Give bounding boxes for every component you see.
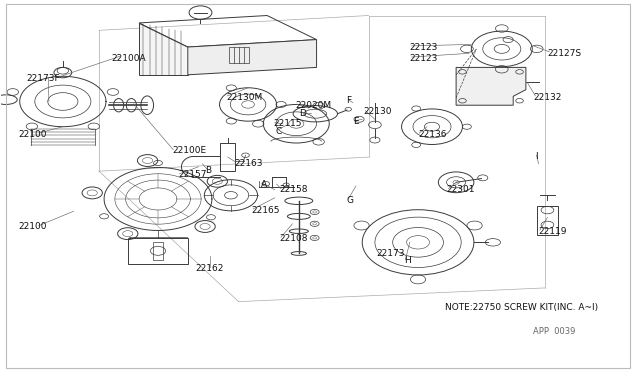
Polygon shape [139,23,188,75]
Text: NOTE:22750 SCREW KIT(INC. A~I): NOTE:22750 SCREW KIT(INC. A~I) [445,303,598,312]
Bar [538,206,557,235]
Bar [220,143,236,171]
Text: 22108: 22108 [280,234,308,243]
Text: 22123: 22123 [410,42,438,51]
Bar [229,47,250,63]
Text: 22100: 22100 [19,129,47,139]
Polygon shape [456,67,526,105]
Text: 22162: 22162 [196,264,224,273]
Text: 22130: 22130 [364,108,392,116]
Text: 22100: 22100 [19,222,47,231]
Text: 22130M: 22130M [226,93,262,102]
Text: 22123: 22123 [410,54,438,62]
Text: C: C [276,126,282,136]
Text: APP  0039: APP 0039 [534,327,576,336]
Text: 22165: 22165 [252,206,280,215]
Polygon shape [188,39,317,75]
Text: 22173: 22173 [376,249,404,258]
Text: E: E [353,118,358,126]
Text: 22119: 22119 [539,227,567,236]
Text: 22163: 22163 [234,158,262,167]
Text: G: G [346,196,353,205]
Text: B: B [205,166,211,174]
Text: 22100A: 22100A [112,54,147,62]
Text: H: H [404,256,411,265]
Text: 22020M: 22020M [296,101,332,110]
Bar [153,241,163,260]
Text: 22158: 22158 [280,185,308,194]
Text: 22157: 22157 [179,170,207,179]
Text: 22127S: 22127S [547,49,582,58]
Text: A: A [260,180,267,189]
Text: I: I [535,152,538,161]
Text: F: F [346,96,351,105]
Text: 22136: 22136 [418,129,447,139]
Text: 22173F: 22173F [26,74,60,83]
Text: 22100E: 22100E [172,146,206,155]
Text: 22301: 22301 [447,185,475,194]
Text: 22132: 22132 [534,93,562,102]
Text: D: D [299,109,306,118]
Text: 22115: 22115 [273,119,302,128]
Bar [127,238,188,264]
